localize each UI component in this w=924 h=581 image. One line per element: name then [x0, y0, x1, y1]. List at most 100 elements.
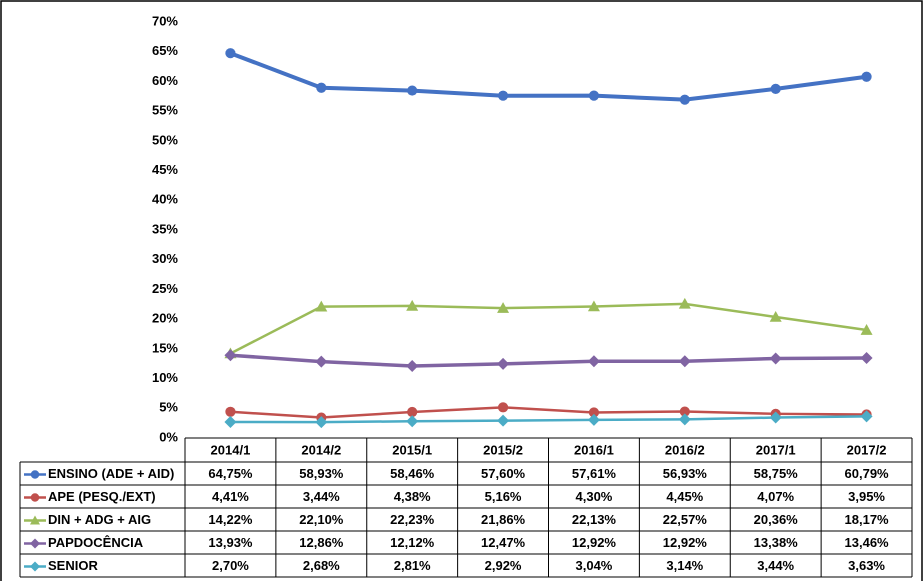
table-cell: 21,86% — [481, 512, 526, 527]
marker — [406, 415, 419, 428]
y-tick-label: 50% — [152, 132, 178, 147]
table-cell: 57,61% — [572, 466, 617, 481]
y-tick-label: 70% — [152, 13, 178, 28]
y-tick-label: 5% — [159, 400, 178, 415]
marker — [861, 71, 872, 82]
table-cell: 3,44% — [757, 558, 794, 573]
series-line — [230, 415, 867, 424]
table-cell: 5,16% — [485, 489, 522, 504]
table-cell: 58,75% — [754, 466, 799, 481]
y-tick-label: 55% — [152, 103, 178, 118]
marker — [679, 94, 690, 105]
series-line — [229, 302, 867, 355]
y-tick-label: 65% — [152, 43, 178, 58]
y-tick-label: 20% — [152, 311, 178, 326]
marker — [316, 82, 327, 93]
table-cell: 64,75% — [208, 466, 253, 481]
marker — [225, 48, 236, 59]
table-cell: 12,92% — [572, 535, 617, 550]
table-cell: 2,92% — [485, 558, 522, 573]
marker — [587, 300, 600, 312]
marker — [406, 299, 419, 311]
table-cell: 2,70% — [212, 558, 249, 573]
marker — [678, 297, 691, 309]
legend-marker — [30, 493, 40, 502]
legend-marker — [30, 470, 40, 479]
x-tick-label: 2014/2 — [301, 442, 341, 457]
table-cell: 12,92% — [663, 535, 708, 550]
marker — [497, 357, 510, 370]
marker — [406, 359, 419, 372]
marker — [588, 90, 600, 101]
marker — [225, 406, 236, 417]
table-cell: 56,93% — [663, 466, 708, 481]
x-tick-label: 2017/2 — [847, 442, 887, 457]
y-tick-label: 0% — [159, 429, 178, 444]
table-cell: 12,47% — [481, 535, 526, 550]
y-tick-label: 25% — [152, 281, 178, 296]
table-cell: 18,17% — [845, 512, 890, 527]
table-cell: 4,41% — [212, 489, 249, 504]
legend-marker — [30, 538, 40, 549]
table-cell: 57,60% — [481, 466, 526, 481]
marker — [587, 413, 600, 426]
marker — [315, 416, 328, 429]
table-cell: 20,36% — [754, 512, 799, 527]
y-tick-label: 15% — [152, 340, 178, 355]
marker — [497, 402, 509, 413]
series-line — [229, 51, 867, 102]
y-tick-label: 40% — [152, 192, 178, 207]
marker — [497, 414, 510, 427]
table-cell: 2,68% — [303, 558, 340, 573]
marker — [224, 415, 237, 428]
x-tick-label: 2017/1 — [756, 442, 796, 457]
legend-label: DIN + ADG + AIG — [48, 512, 151, 527]
table-cell: 3,04% — [576, 558, 613, 573]
marker — [407, 85, 418, 96]
table-cell: 3,14% — [666, 558, 703, 573]
legend-label: SENIOR — [48, 558, 98, 573]
x-tick-label: 2016/1 — [574, 442, 614, 457]
table-cell: 3,44% — [303, 489, 340, 504]
legend-label: PAPDOCÊNCIA — [48, 535, 144, 550]
table-cell: 58,46% — [390, 466, 435, 481]
marker — [315, 300, 328, 312]
marker — [678, 355, 691, 368]
marker — [860, 410, 873, 423]
table-cell: 60,79% — [845, 466, 890, 481]
marker — [224, 349, 237, 362]
y-tick-label: 35% — [152, 221, 178, 236]
table-cell: 4,45% — [666, 489, 703, 504]
table-cell: 12,12% — [390, 535, 435, 550]
table-cell: 22,10% — [299, 512, 344, 527]
table-cell: 22,23% — [390, 512, 435, 527]
table-cell: 3,63% — [848, 558, 885, 573]
table-cell: 3,95% — [848, 489, 885, 504]
table-cell: 4,07% — [757, 489, 794, 504]
marker — [769, 411, 782, 424]
x-tick-label: 2014/1 — [211, 442, 251, 457]
marker — [497, 302, 510, 313]
table-cell: 2,81% — [394, 558, 431, 573]
table-cell: 14,22% — [208, 512, 253, 527]
table-cell: 12,86% — [299, 535, 344, 550]
x-tick-label: 2015/1 — [392, 442, 432, 457]
marker — [769, 311, 782, 322]
legend-marker — [30, 515, 40, 525]
marker — [769, 352, 782, 365]
table-cell: 13,46% — [845, 535, 890, 550]
table-cell: 22,13% — [572, 512, 617, 527]
marker — [587, 355, 600, 368]
y-tick-label: 45% — [152, 162, 178, 177]
series-line — [230, 353, 867, 368]
marker — [678, 413, 691, 426]
marker — [497, 90, 509, 101]
marker — [588, 407, 600, 418]
table-cell: 4,30% — [576, 489, 613, 504]
marker — [860, 324, 873, 335]
marker — [315, 355, 328, 368]
legend-label: ENSINO (ADE + AID) — [48, 466, 174, 481]
legend-marker — [30, 561, 40, 572]
x-tick-label: 2015/2 — [483, 442, 523, 457]
